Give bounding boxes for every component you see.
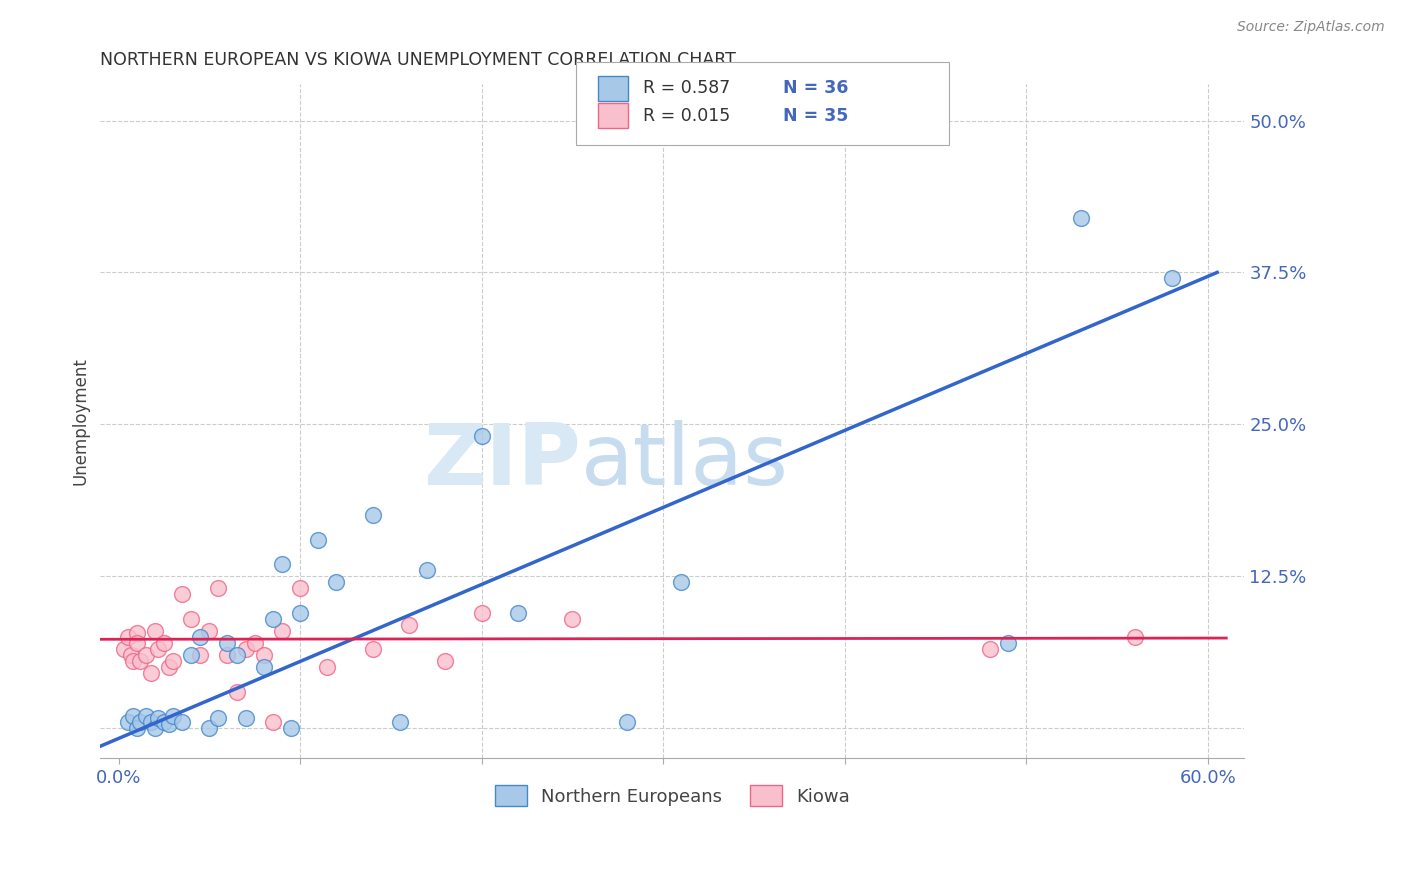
Point xyxy=(506,606,529,620)
Point xyxy=(122,708,145,723)
Point xyxy=(129,654,152,668)
Point xyxy=(271,557,294,571)
Point xyxy=(125,721,148,735)
Text: NORTHERN EUROPEAN VS KIOWA UNEMPLOYMENT CORRELATION CHART: NORTHERN EUROPEAN VS KIOWA UNEMPLOYMENT … xyxy=(100,51,737,69)
Point xyxy=(198,624,221,638)
Point xyxy=(117,714,139,729)
Point xyxy=(253,648,276,662)
Point xyxy=(143,721,166,735)
Point xyxy=(122,654,145,668)
Text: atlas: atlas xyxy=(581,420,789,503)
Point xyxy=(997,636,1019,650)
Point xyxy=(157,660,180,674)
Text: R = 0.587: R = 0.587 xyxy=(643,79,730,97)
Point xyxy=(307,533,329,547)
Point xyxy=(153,714,176,729)
Point xyxy=(141,666,163,681)
Point xyxy=(180,612,202,626)
Point xyxy=(135,648,157,662)
Point xyxy=(1125,630,1147,644)
Text: N = 35: N = 35 xyxy=(783,107,848,125)
Point xyxy=(162,654,184,668)
Text: Source: ZipAtlas.com: Source: ZipAtlas.com xyxy=(1237,20,1385,34)
Y-axis label: Unemployment: Unemployment xyxy=(72,358,89,485)
Point xyxy=(416,563,439,577)
Point xyxy=(129,714,152,729)
Point xyxy=(125,626,148,640)
Point xyxy=(198,721,221,735)
Point xyxy=(235,711,257,725)
Legend: Northern Europeans, Kiowa: Northern Europeans, Kiowa xyxy=(488,778,858,814)
Point xyxy=(170,714,193,729)
Point xyxy=(561,612,583,626)
Point xyxy=(141,714,163,729)
Point xyxy=(671,575,693,590)
Point xyxy=(280,721,302,735)
Point xyxy=(120,648,142,662)
Point xyxy=(153,636,176,650)
Point xyxy=(112,642,135,657)
Point xyxy=(188,648,211,662)
Point xyxy=(361,508,384,523)
Point xyxy=(1070,211,1092,225)
Point xyxy=(143,624,166,638)
Point xyxy=(398,617,420,632)
Point xyxy=(471,429,494,443)
Point xyxy=(125,636,148,650)
Point xyxy=(262,714,284,729)
Point xyxy=(157,717,180,731)
Point xyxy=(148,711,170,725)
Point xyxy=(117,630,139,644)
Point xyxy=(243,636,266,650)
Point xyxy=(207,581,229,595)
Point xyxy=(271,624,294,638)
Text: R = 0.015: R = 0.015 xyxy=(643,107,730,125)
Point xyxy=(1160,271,1182,285)
Point xyxy=(288,606,311,620)
Point xyxy=(217,648,239,662)
Point xyxy=(217,636,239,650)
Point xyxy=(262,612,284,626)
Point xyxy=(288,581,311,595)
Point xyxy=(361,642,384,657)
Point xyxy=(388,714,411,729)
Point xyxy=(162,708,184,723)
Text: ZIP: ZIP xyxy=(423,420,581,503)
Point xyxy=(188,630,211,644)
Point xyxy=(471,606,494,620)
Text: N = 36: N = 36 xyxy=(783,79,848,97)
Point xyxy=(148,642,170,657)
Point xyxy=(207,711,229,725)
Point xyxy=(180,648,202,662)
Point xyxy=(225,684,247,698)
Point xyxy=(235,642,257,657)
Point xyxy=(316,660,339,674)
Point xyxy=(170,587,193,601)
Point xyxy=(325,575,347,590)
Point xyxy=(434,654,457,668)
Point xyxy=(225,648,247,662)
Point xyxy=(979,642,1001,657)
Point xyxy=(135,708,157,723)
Point xyxy=(253,660,276,674)
Point xyxy=(616,714,638,729)
